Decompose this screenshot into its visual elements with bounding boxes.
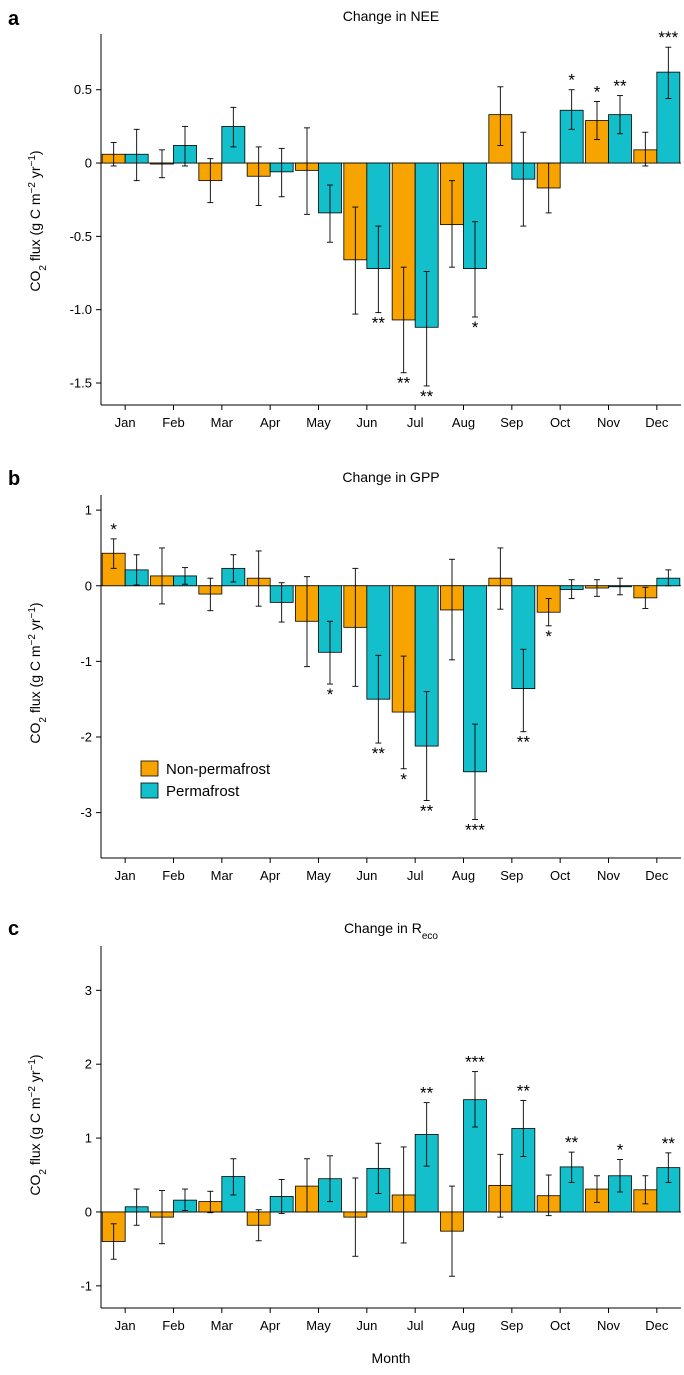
panel-c-significance-permafrost: ** (662, 1134, 676, 1153)
panel-a-x-tick-label: Jan (115, 415, 136, 430)
panel-c-significance-permafrost: ** (517, 1081, 531, 1100)
panel-b-significance-permafrost: ** (420, 802, 434, 821)
panel-b-title: Change in GPP (342, 469, 439, 485)
panel-a-y-axis-label: CO2 flux (g C m−2 yr−1) (27, 150, 49, 291)
panel-b-x-tick-label: Jul (407, 868, 424, 883)
panel-b-significance-permafrost: * (327, 685, 334, 704)
panel-a-significance-permafrost: ** (420, 387, 434, 406)
panel-b-x-tick-label: Sep (500, 868, 523, 883)
panel-c-x-tick-label: Mar (211, 1318, 234, 1333)
panel-b-significance-non-permafrost: * (110, 520, 117, 539)
panel-b-x-tick-label: Nov (597, 868, 621, 883)
panel-letter-a: a (8, 8, 20, 30)
panel-a-x-tick-label: Jul (407, 415, 424, 430)
panel-a-significance-permafrost: ** (613, 77, 627, 96)
panel-c-x-tick-label: Sep (500, 1318, 523, 1333)
panel-a-x-tick-label: Apr (260, 415, 281, 430)
panel-c: c Change in Reco CO2 flux (g C m−2 yr−1)… (8, 918, 681, 1366)
panel-b-x-tick-label: Aug (452, 868, 475, 883)
panel-c-y-tick-label: 0 (85, 1204, 92, 1219)
panel-a-significance-permafrost: *** (658, 28, 678, 47)
panel-b-y-tick-label: 1 (85, 503, 92, 518)
panel-a-x-tick-label: May (306, 415, 331, 430)
panel-b-y-tick-label: 0 (85, 578, 92, 593)
x-axis-label: Month (372, 1350, 411, 1366)
panel-a-significance-non-permafrost: * (594, 82, 601, 101)
panel-letter-c: c (8, 918, 19, 940)
panel-a-y-tick-label: 0.5 (74, 82, 92, 97)
panel-c-x-tick-label: Dec (645, 1318, 669, 1333)
panel-c-x-tick-label: Jun (356, 1318, 377, 1333)
panel-b-x-tick-label: Oct (550, 868, 571, 883)
panel-b-y-tick-label: -1 (80, 654, 92, 669)
panel-b-x-tick-label: May (306, 868, 331, 883)
panel-b-significance-permafrost: ** (517, 733, 531, 752)
panel-c-y-tick-label: 1 (85, 1131, 92, 1146)
panel-c-significance-permafrost: ** (565, 1133, 579, 1152)
panel-a-significance-permafrost: * (568, 71, 575, 90)
panel-c-x-tick-label: Nov (597, 1318, 621, 1333)
panel-c-y-tick-label: 2 (85, 1057, 92, 1072)
panel-a-x-tick-label: Nov (597, 415, 621, 430)
legend-swatch-permafrost (140, 782, 159, 799)
panel-a: a Change in NEE CO2 flux (g C m−2 yr−1) … (8, 8, 681, 430)
panel-a-x-tick-label: Dec (645, 415, 669, 430)
panel-c-x-tick-label: Aug (452, 1318, 475, 1333)
panel-a-x-tick-label: Feb (162, 415, 184, 430)
panel-b-y-tick-label: -2 (80, 730, 92, 745)
legend-label-non-permafrost: Non-permafrost (166, 761, 271, 778)
legend-label-permafrost: Permafrost (166, 783, 240, 800)
panel-a-x-tick-label: Aug (452, 415, 475, 430)
panel-b-significance-non-permafrost: * (545, 627, 552, 646)
panel-b: b Change in GPP CO2 flux (g C m−2 yr−1) … (8, 468, 681, 883)
panel-c-x-tick-label: Apr (260, 1318, 281, 1333)
panel-a-x-tick-label: Sep (500, 415, 523, 430)
panel-b-x-tick-label: Jun (356, 868, 377, 883)
panel-b-x-tick-label: Mar (211, 868, 234, 883)
panel-a-significance-non-permafrost: ** (397, 374, 411, 393)
panel-a-x-tick-label: Mar (211, 415, 234, 430)
panel-c-y-axis-label: CO2 flux (g C m−2 yr−1) (27, 1054, 49, 1195)
panel-a-y-tick-label: -0.5 (70, 229, 92, 244)
panel-letter-b: b (8, 468, 20, 490)
panel-b-significance-permafrost: *** (465, 820, 485, 839)
panel-c-significance-permafrost: ** (420, 1084, 434, 1103)
panel-b-x-tick-label: Dec (645, 868, 669, 883)
panel-a-y-tick-label: 0 (85, 156, 92, 171)
panel-b-significance-permafrost: ** (372, 744, 386, 763)
panel-c-significance-permafrost: *** (465, 1053, 485, 1072)
panel-c-x-tick-label: Oct (550, 1318, 571, 1333)
panel-c-x-tick-label: May (306, 1318, 331, 1333)
panel-a-x-tick-label: Oct (550, 415, 571, 430)
panel-a-y-tick-label: -1.0 (70, 302, 92, 317)
panel-c-significance-permafrost: * (617, 1141, 624, 1160)
panel-a-significance-permafrost: ** (372, 314, 386, 333)
panel-b-x-tick-label: Apr (260, 868, 281, 883)
legend-swatch-non-permafrost (140, 760, 159, 777)
legend: Non-permafrost Permafrost (140, 760, 271, 800)
panel-a-title: Change in NEE (343, 8, 440, 24)
panel-c-y-tick-label: -1 (80, 1278, 92, 1293)
panel-c-x-tick-label: Jan (115, 1318, 136, 1333)
panel-b-y-tick-label: -3 (80, 805, 92, 820)
panel-b-y-axis-label: CO2 flux (g C m−2 yr−1) (27, 602, 49, 743)
panel-c-y-tick-label: 3 (85, 983, 92, 998)
panel-c-x-tick-label: Feb (162, 1318, 184, 1333)
panel-b-x-tick-label: Feb (162, 868, 184, 883)
panel-a-y-tick-label: -1.5 (70, 376, 92, 391)
panel-b-significance-non-permafrost: * (400, 770, 407, 789)
panel-a-x-tick-label: Jun (356, 415, 377, 430)
panel-a-significance-permafrost: * (472, 318, 479, 337)
panel-b-x-tick-label: Jan (115, 868, 136, 883)
panel-c-title: Change in Reco (344, 920, 438, 942)
panel-c-x-tick-label: Jul (407, 1318, 424, 1333)
